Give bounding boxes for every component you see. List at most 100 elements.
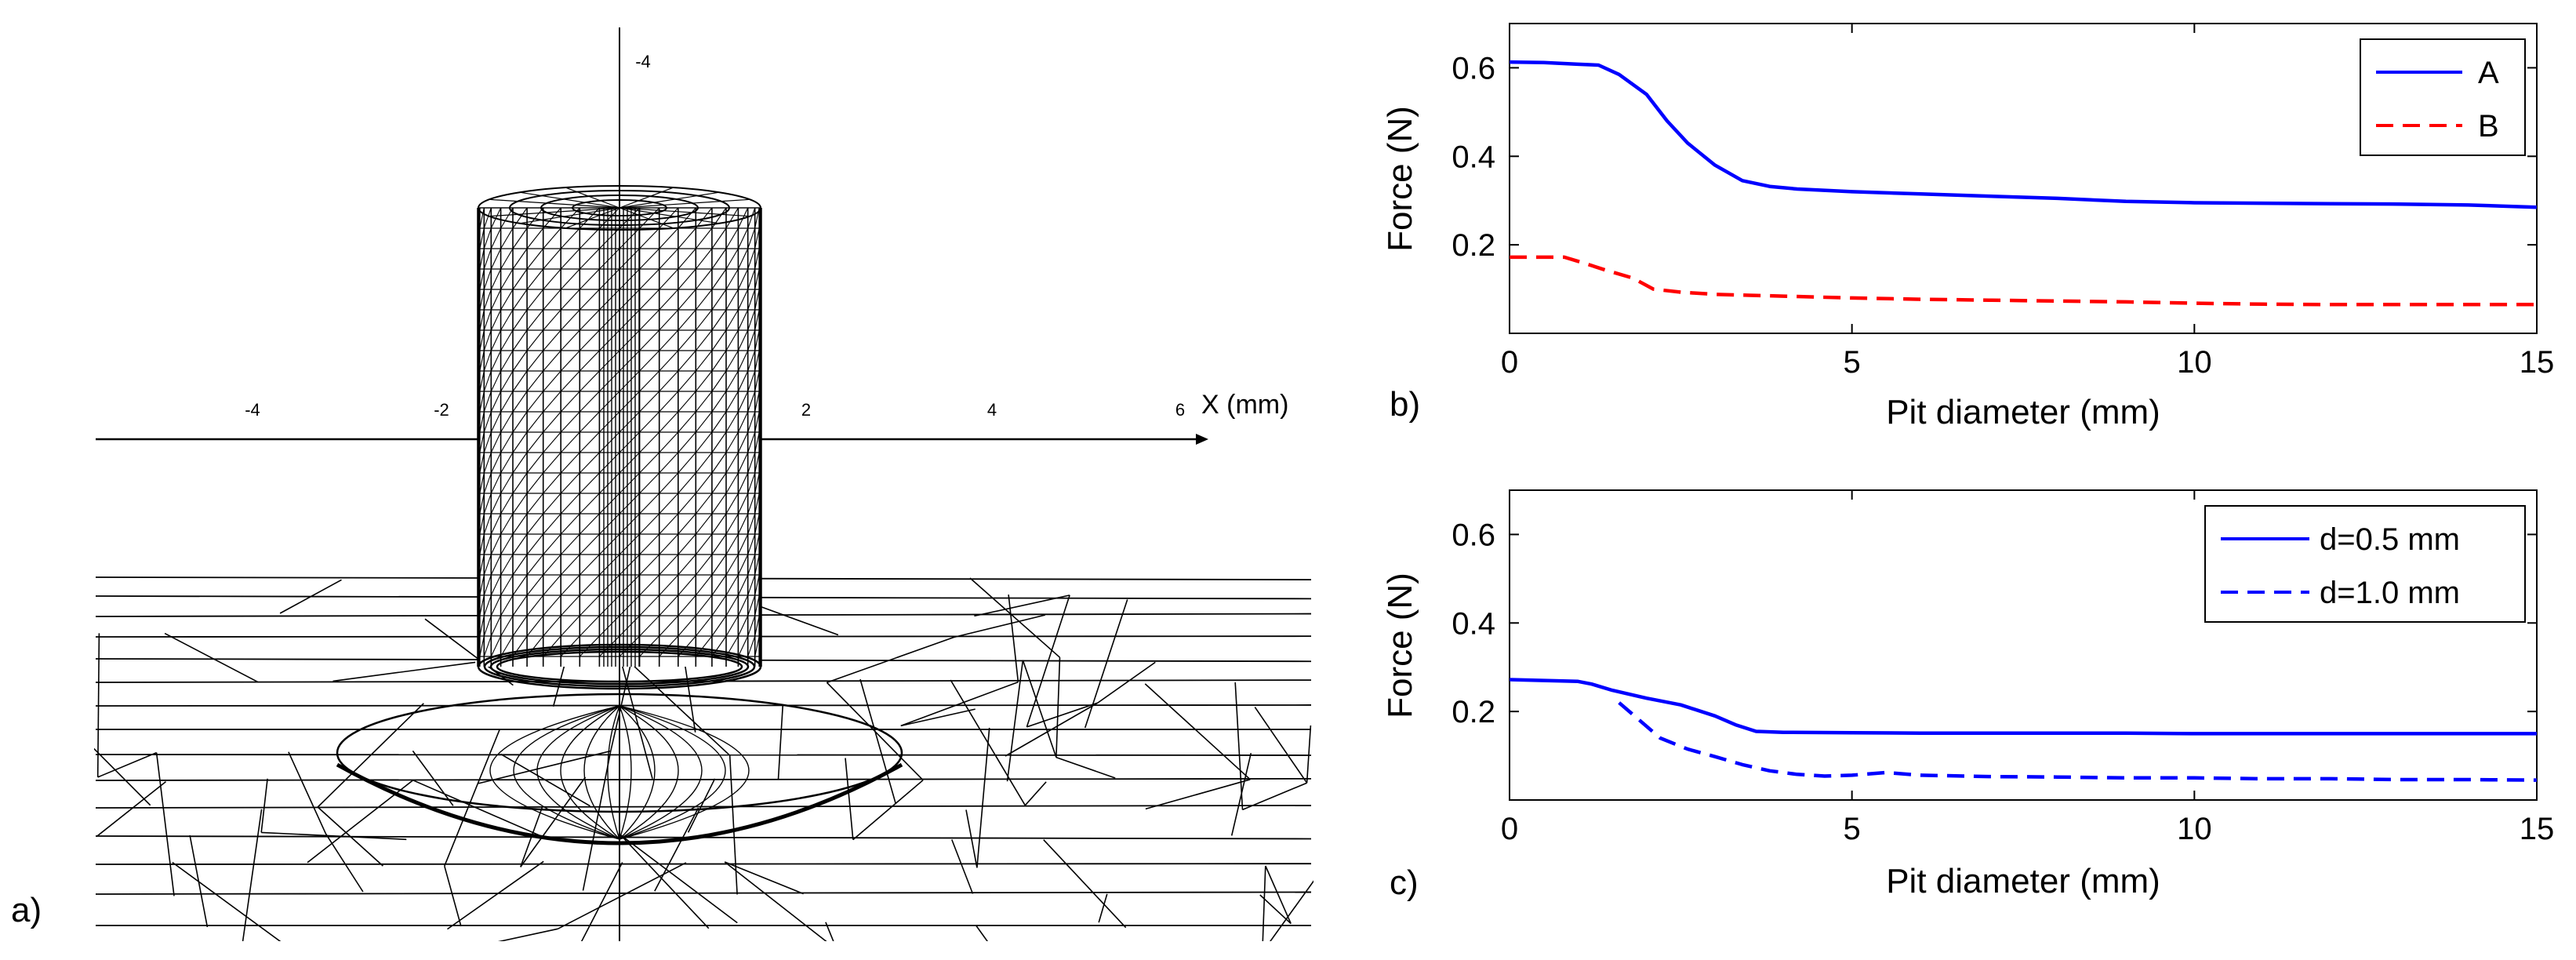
x-tick-label: 5 — [1844, 812, 1861, 846]
mesh-cylinder-edge — [678, 309, 696, 331]
mesh-cylinder-edge — [579, 574, 600, 596]
mesh-cylinder-edge — [695, 227, 713, 249]
mesh-dish-edge — [619, 705, 656, 840]
mesh-cylinder-edge — [543, 268, 561, 290]
mesh-cylinder-edge — [579, 248, 600, 270]
mesh-cylinder-edge — [479, 513, 485, 535]
mesh-floor-edge — [447, 860, 544, 930]
legend-c: d=0.5 mm d=1.0 mm — [2204, 505, 2526, 623]
mesh-cylinder-cap-edge — [565, 207, 620, 229]
mesh-cylinder-edge — [479, 391, 485, 413]
mesh-cylinder-edge — [500, 350, 514, 372]
mesh-dish-edge — [583, 705, 620, 840]
mesh-cylinder-edge — [659, 227, 679, 249]
mesh-cylinder-edge — [479, 248, 485, 270]
mesh-cylinder-edge — [639, 574, 660, 596]
mesh-cylinder-edge — [526, 329, 544, 351]
mesh-cylinder-edge — [747, 431, 756, 453]
mesh-cylinder-edge — [639, 391, 660, 413]
mesh-cylinder-edge — [659, 554, 679, 576]
mesh-cylinder-edge — [678, 615, 696, 637]
mesh-cylinder-edge — [483, 574, 492, 596]
mesh-cylinder-edge — [639, 554, 660, 576]
mesh-cylinder-edge — [678, 227, 696, 249]
mesh-cylinder-edge — [579, 309, 600, 331]
mesh-floor-edge — [288, 751, 327, 835]
x-tick-label: 10 — [2177, 345, 2212, 380]
mesh-cylinder-edge — [543, 248, 561, 270]
mesh-cylinder-edge — [737, 309, 749, 331]
legend-label-d10: d=1.0 mm — [2320, 576, 2460, 610]
mesh-cylinder-edge — [695, 391, 713, 413]
mesh-floor-edge — [777, 704, 784, 780]
mesh-cylinder-edge — [479, 350, 485, 372]
mesh-cylinder-edge — [695, 533, 713, 555]
mesh-cylinder-edge — [490, 635, 502, 657]
mesh-floor-edge — [325, 833, 364, 893]
mesh-cylinder-edge — [479, 554, 485, 576]
mesh-cylinder-edge — [512, 227, 528, 249]
mesh-cylinder-edge — [754, 615, 760, 637]
mesh-cylinder-edge — [479, 411, 485, 433]
mesh-cylinder-edge — [711, 431, 727, 453]
mesh-cylinder-edge — [747, 513, 756, 535]
mesh-x-axis-label: X (mm) — [1201, 390, 1288, 420]
mesh-cylinder-edge — [560, 615, 580, 637]
mesh-cylinder-edge — [526, 452, 544, 474]
mesh-cylinder-edge — [711, 391, 727, 413]
y-tick-label: 0.2 — [1451, 228, 1495, 263]
mesh-cylinder-edge — [479, 370, 485, 392]
mesh-floor-edge — [974, 595, 1070, 617]
mesh-cylinder-edge — [695, 370, 713, 392]
mesh-cylinder-edge — [479, 452, 485, 474]
mesh-cylinder-edge — [619, 513, 640, 535]
mesh-cylinder-edge — [483, 411, 492, 433]
mesh-dish-edge — [619, 705, 632, 840]
mesh-cylinder-edge — [490, 411, 502, 433]
mesh-cylinder-edge — [560, 309, 580, 331]
mesh-cylinder-edge — [526, 289, 544, 311]
mesh-cylinder-edge — [747, 350, 756, 372]
mesh-floor-edge — [621, 654, 731, 756]
mesh-floor-edge — [1097, 661, 1156, 704]
mesh-cylinder-edge — [725, 411, 739, 433]
mesh-cylinder-edge — [639, 370, 660, 392]
mesh-cylinder-edge — [560, 533, 580, 555]
mesh-cylinder-edge — [526, 370, 544, 392]
mesh-floor-edge — [412, 780, 545, 838]
mesh-cylinder-edge — [754, 472, 760, 494]
legend-b: A B — [2360, 38, 2526, 156]
mesh-cylinder-edge — [579, 493, 600, 515]
legend-box-b — [2360, 38, 2526, 156]
mesh-cylinder-edge — [754, 370, 760, 392]
mesh-cylinder-edge — [639, 329, 660, 351]
mesh-cylinder-edge — [747, 554, 756, 576]
mesh-cylinder-edge — [500, 533, 514, 555]
mesh-cylinder-edge — [599, 227, 620, 249]
mesh-cylinder-edge — [747, 289, 756, 311]
mesh-cylinder-edge — [711, 595, 727, 616]
mesh-cylinder-edge — [659, 472, 679, 494]
mesh-cylinder-edge — [543, 391, 561, 413]
legend-label-d05: d=0.5 mm — [2320, 522, 2460, 557]
mesh-floor-edge — [317, 806, 383, 867]
mesh-floor-edge — [95, 805, 1312, 809]
mesh-cylinder-edge — [560, 513, 580, 535]
mesh-cylinder-edge — [500, 493, 514, 515]
mesh-cylinder-edge — [747, 329, 756, 351]
mesh-cylinder-edge — [483, 207, 492, 229]
mesh-cylinder-edge — [560, 289, 580, 311]
mesh-cylinder-edge — [543, 513, 561, 535]
mesh-cylinder-edge — [512, 370, 528, 392]
mesh-cylinder-edge — [695, 207, 713, 229]
mesh-cylinder-edge — [747, 391, 756, 413]
mesh-cylinder-edge — [639, 513, 660, 535]
legend-label-B: B — [2478, 109, 2499, 144]
mesh-cylinder-edge — [483, 472, 492, 494]
mesh-dish-edge — [560, 705, 620, 840]
mesh-cylinder-edge — [678, 513, 696, 535]
mesh-floor-edge — [1024, 781, 1047, 806]
series-line-c-1 — [1510, 678, 2537, 736]
mesh-floor-edge — [724, 861, 827, 941]
mesh-cylinder-edge — [479, 309, 485, 331]
